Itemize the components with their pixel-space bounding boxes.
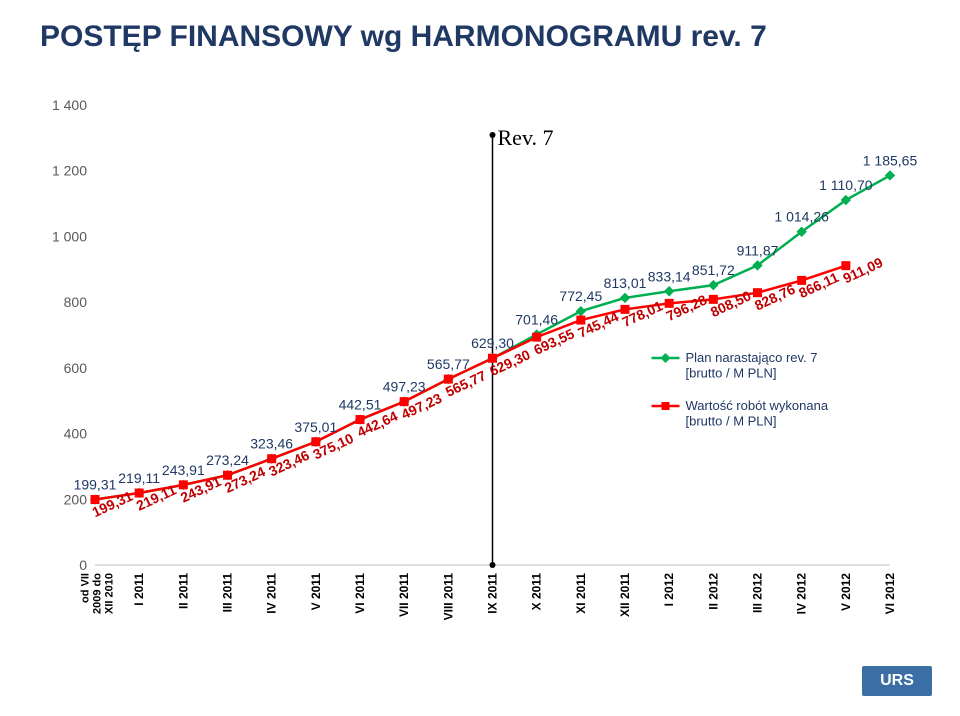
svg-text:V 2011: V 2011	[309, 573, 323, 611]
svg-text:911,87: 911,87	[737, 242, 779, 258]
svg-text:565,77: 565,77	[427, 356, 470, 372]
svg-text:VI 2011: VI 2011	[353, 573, 367, 614]
svg-text:Wartość robót wykonana[brutto: Wartość robót wykonana[brutto / M PLN]	[686, 398, 829, 429]
svg-text:778,01: 778,01	[620, 297, 666, 330]
svg-text:273,24: 273,24	[206, 452, 249, 468]
svg-text:442,51: 442,51	[339, 397, 382, 413]
svg-text:800: 800	[64, 294, 88, 310]
svg-text:600: 600	[64, 360, 88, 376]
svg-text:II 2011: II 2011	[176, 573, 190, 609]
svg-text:1 200: 1 200	[52, 163, 87, 179]
svg-text:400: 400	[64, 426, 88, 442]
svg-text:III 2011: III 2011	[221, 573, 235, 613]
svg-text:Rev. 7: Rev. 7	[498, 125, 554, 150]
svg-text:Plan narastająco rev. 7[brutto: Plan narastająco rev. 7[brutto / M PLN]	[686, 350, 818, 381]
svg-text:0: 0	[79, 557, 87, 573]
svg-text:1 185,65: 1 185,65	[863, 152, 918, 168]
svg-text:1 400: 1 400	[52, 97, 87, 113]
svg-text:1 014,26: 1 014,26	[774, 209, 829, 225]
svg-text:I 2011: I 2011	[132, 573, 146, 606]
svg-text:200: 200	[64, 491, 88, 507]
svg-text:XI 2011: XI 2011	[574, 573, 588, 614]
svg-text:375,01: 375,01	[294, 419, 337, 435]
svg-text:833,14: 833,14	[648, 268, 691, 284]
page-title: POSTĘP FINANSOWY wg HARMONOGRAMU rev. 7	[40, 20, 767, 54]
svg-text:851,72: 851,72	[692, 262, 735, 278]
svg-text:V 2012: V 2012	[839, 573, 853, 611]
svg-text:1 000: 1 000	[52, 228, 87, 244]
svg-text:od VII2009 doXII 2010: od VII2009 doXII 2010	[79, 573, 115, 614]
svg-text:808,50: 808,50	[708, 287, 754, 320]
svg-text:XII 2011: XII 2011	[618, 573, 632, 617]
chart-legend: Plan narastająco rev. 7[brutto / M PLN] W…	[652, 350, 829, 429]
svg-text:VII 2011: VII 2011	[397, 573, 411, 617]
svg-text:219,11: 219,11	[134, 481, 179, 513]
svg-text:629,30: 629,30	[471, 335, 514, 351]
svg-text:IX 2011: IX 2011	[486, 573, 500, 614]
svg-text:497,23: 497,23	[383, 379, 426, 395]
svg-text:323,46: 323,46	[250, 436, 293, 452]
svg-text:III 2012: III 2012	[751, 573, 765, 613]
financial-progress-chart: 0 200 400 600 800 1 000 1 200 1 400 od VII2009 d…	[40, 90, 920, 650]
urs-logo: URS	[862, 666, 932, 696]
svg-text:828,76: 828,76	[752, 281, 798, 314]
svg-text:243,91: 243,91	[162, 462, 205, 478]
svg-text:VI 2012: VI 2012	[883, 573, 897, 615]
svg-text:701,46: 701,46	[515, 312, 558, 328]
svg-text:II 2012: II 2012	[706, 573, 720, 610]
svg-text:1 110,70: 1 110,70	[819, 177, 873, 193]
svg-text:796,28: 796,28	[664, 291, 710, 324]
svg-text:VIII 2011: VIII 2011	[441, 573, 455, 621]
svg-text:IV 2011: IV 2011	[265, 573, 279, 614]
svg-text:X 2011: X 2011	[530, 573, 544, 611]
svg-text:772,45: 772,45	[559, 288, 602, 304]
svg-text:813,01: 813,01	[604, 275, 647, 291]
svg-text:199,31: 199,31	[74, 477, 117, 493]
svg-text:IV 2012: IV 2012	[795, 573, 809, 615]
svg-text:911,09: 911,09	[840, 254, 885, 286]
svg-text:219,11: 219,11	[118, 470, 160, 486]
svg-text:I 2012: I 2012	[662, 573, 676, 607]
